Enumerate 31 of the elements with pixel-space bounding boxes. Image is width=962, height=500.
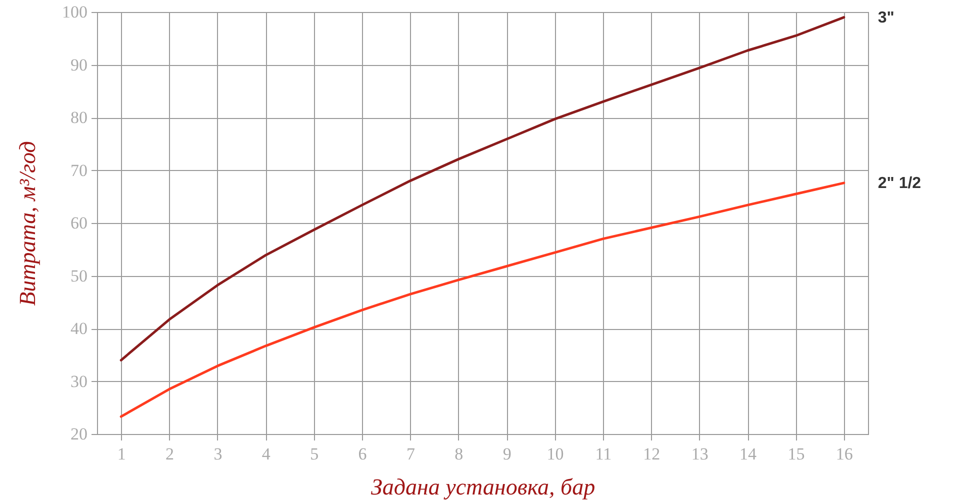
x-tick-label: 9 — [502, 444, 512, 464]
x-tick-label: 16 — [836, 444, 853, 464]
x-tick-label: 7 — [406, 444, 416, 464]
y-tick-label: 30 — [70, 372, 88, 391]
x-tick-label: 4 — [262, 444, 271, 464]
x-tick-label: 5 — [310, 444, 319, 464]
y-tick-label: 100 — [62, 2, 88, 22]
x-axis-title: Задана установка, бар — [370, 474, 596, 500]
x-tick-label: 2 — [166, 444, 174, 464]
x-tick-label: 10 — [546, 444, 564, 464]
x-tick-label: 6 — [358, 444, 367, 464]
x-tick-label: 13 — [691, 444, 708, 464]
y-tick-label: 60 — [70, 214, 88, 232]
x-tick-label: 3 — [214, 444, 222, 464]
x-tick-label: 1 — [117, 444, 126, 464]
y-axis-title: Витрата, м³/год — [15, 141, 40, 306]
y-tick-label: 40 — [70, 319, 88, 338]
x-tick-label: 11 — [595, 444, 612, 464]
y-tick-label: 80 — [70, 108, 88, 127]
x-tick-label: 8 — [454, 444, 464, 464]
line-series — [120, 182, 846, 418]
y-tick-label: 70 — [70, 160, 88, 180]
line-series — [120, 16, 846, 362]
x-tick-label: 15 — [788, 444, 805, 464]
text: 3" — [878, 9, 894, 26]
text: 2" 1/2 — [878, 174, 922, 192]
x-tick-label: 12 — [643, 444, 660, 464]
y-tick-label: 50 — [70, 266, 88, 286]
x-tick-label: 14 — [740, 444, 758, 464]
y-tick-label: 20 — [70, 424, 88, 444]
y-tick-label: 90 — [70, 55, 88, 74]
